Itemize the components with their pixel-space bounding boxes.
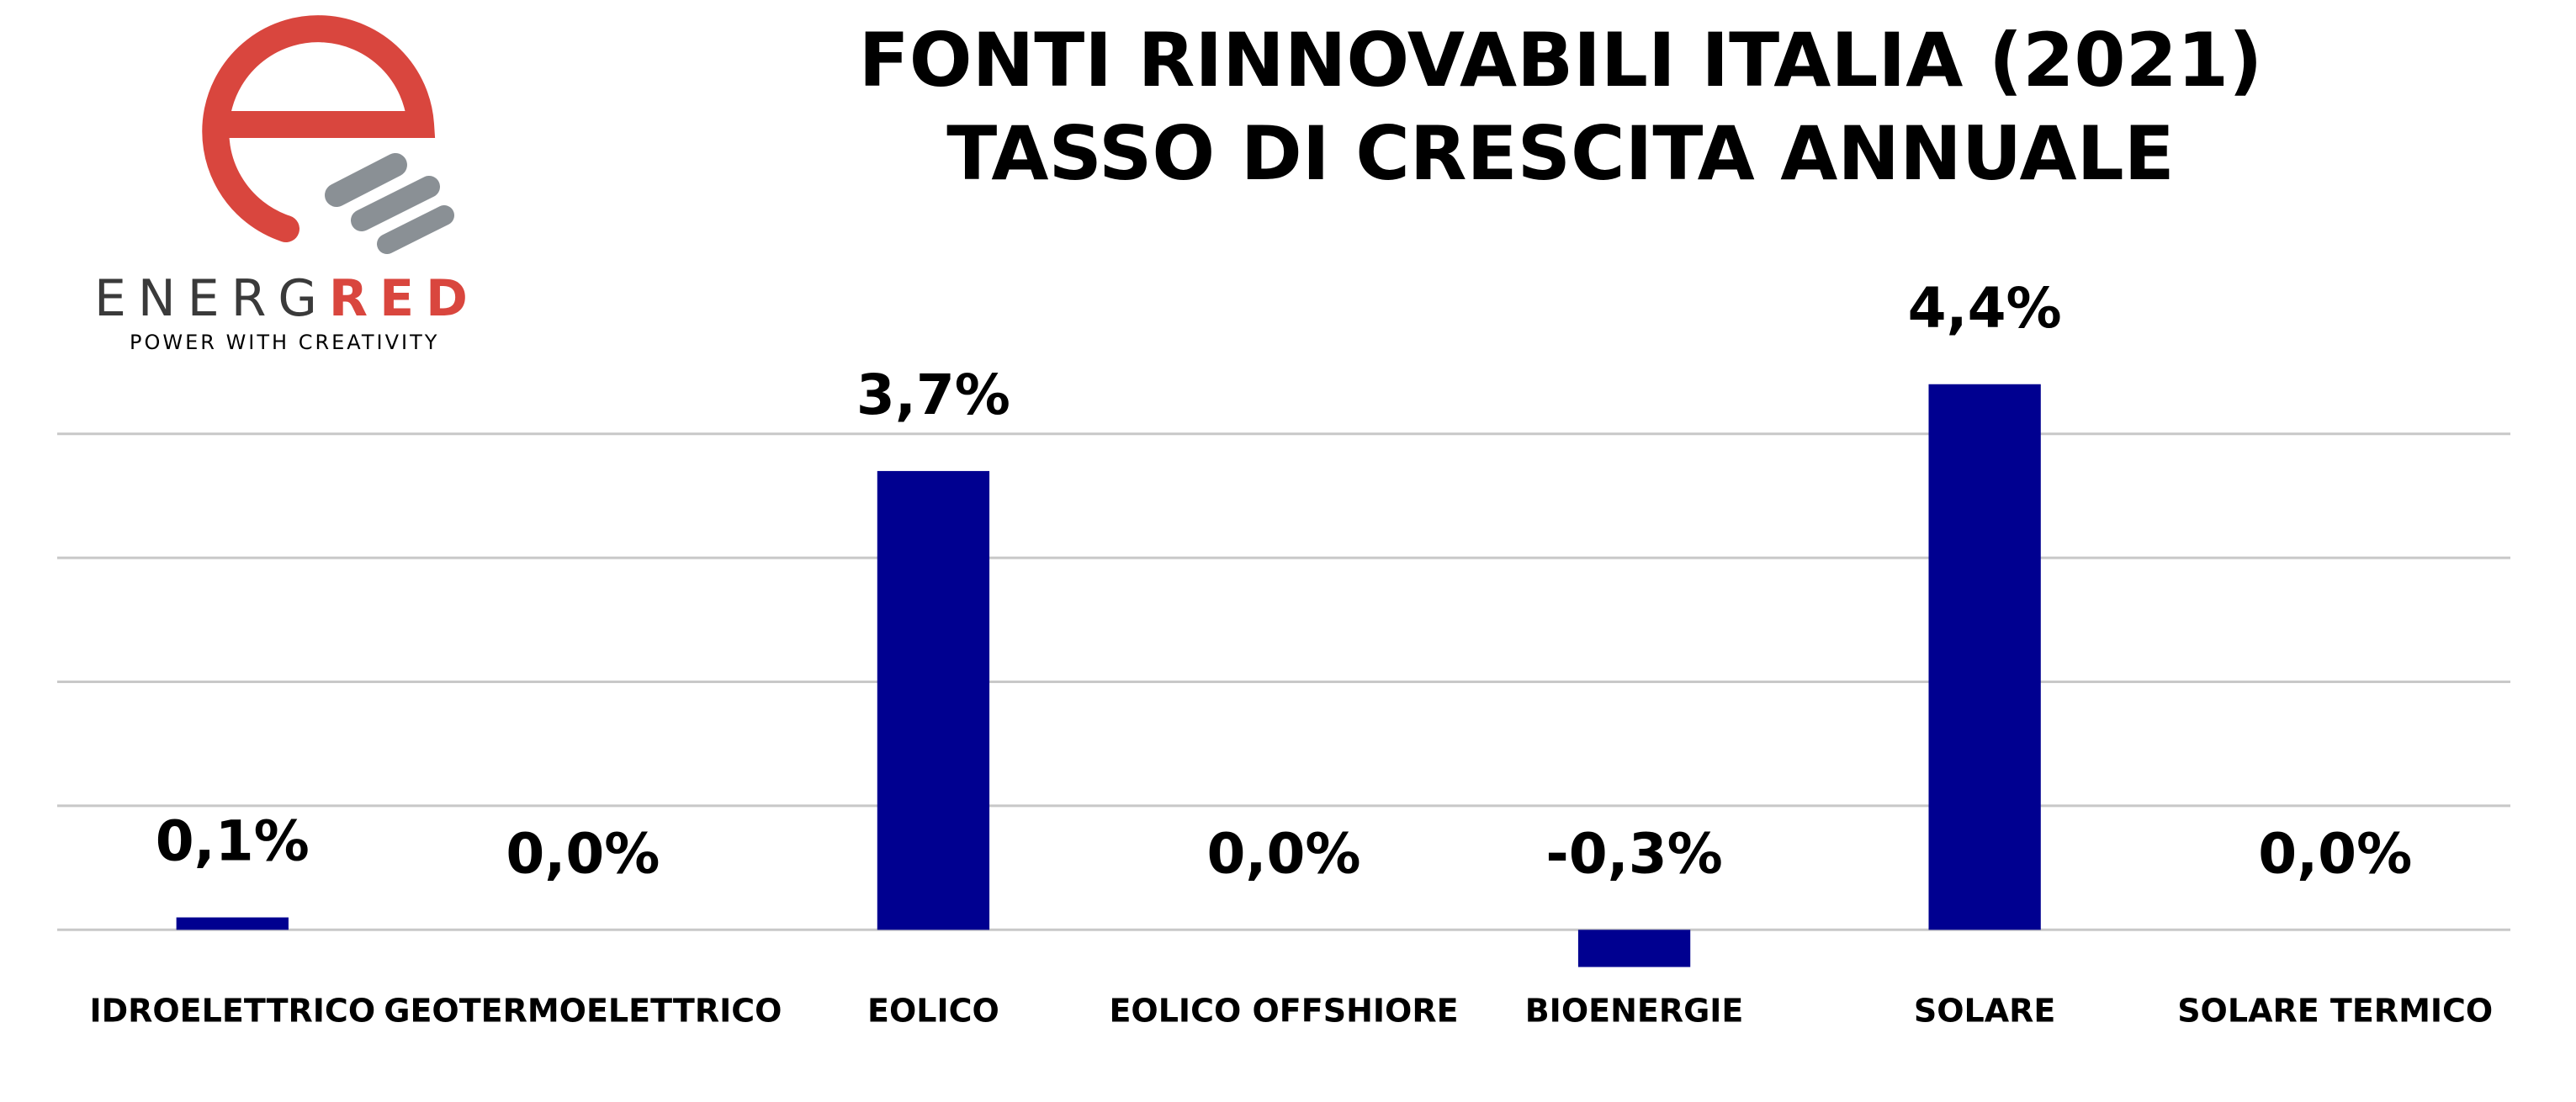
logo-brand-first: ENERG — [94, 269, 329, 328]
chart-title: FONTI RINNOVABILI ITALIA (2021) — [859, 17, 2263, 103]
x-tick-label: EOLICO — [867, 993, 999, 1030]
logo-e — [202, 15, 436, 242]
x-tick-label: BIOENERGIE — [1525, 993, 1744, 1030]
logo: ENERGRED POWER WITH CREATIVITY — [94, 15, 480, 354]
value-label: 0,0% — [2258, 821, 2412, 886]
value-label: -0,3% — [1545, 821, 1722, 886]
bar — [1928, 384, 2041, 930]
logo-stripe — [377, 205, 454, 254]
bar — [176, 917, 289, 930]
logo-tagline: POWER WITH CREATIVITY — [130, 331, 439, 354]
x-tick-label: SOLARE — [1914, 993, 2056, 1030]
x-tick-label: GEOTERMOELETTRICO — [384, 993, 782, 1030]
chart-subtitle: TASSO DI CRESCITA ANNUALE — [946, 110, 2175, 197]
logo-stripe — [351, 176, 440, 231]
logo-stripe — [325, 153, 407, 207]
x-tick-label: IDROELETTRICO — [89, 993, 375, 1030]
x-tick-label: SOLARE TERMICO — [2177, 993, 2493, 1030]
bar — [877, 470, 990, 930]
value-label: 3,7% — [856, 363, 1010, 427]
value-label: 0,1% — [156, 809, 310, 874]
x-tick-label: EOLICO OFFSHIORE — [1109, 993, 1458, 1030]
value-label: 0,0% — [1206, 821, 1360, 886]
value-label: 0,0% — [506, 821, 660, 886]
logo-brand: ENERGRED — [94, 269, 480, 328]
logo-brand-second: RED — [329, 269, 480, 328]
bar — [1577, 930, 1691, 967]
value-label: 4,4% — [1908, 276, 2062, 341]
